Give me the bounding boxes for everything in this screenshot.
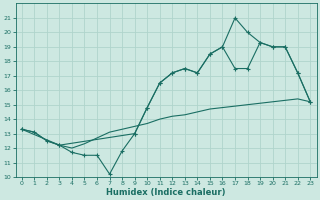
- X-axis label: Humidex (Indice chaleur): Humidex (Indice chaleur): [106, 188, 226, 197]
